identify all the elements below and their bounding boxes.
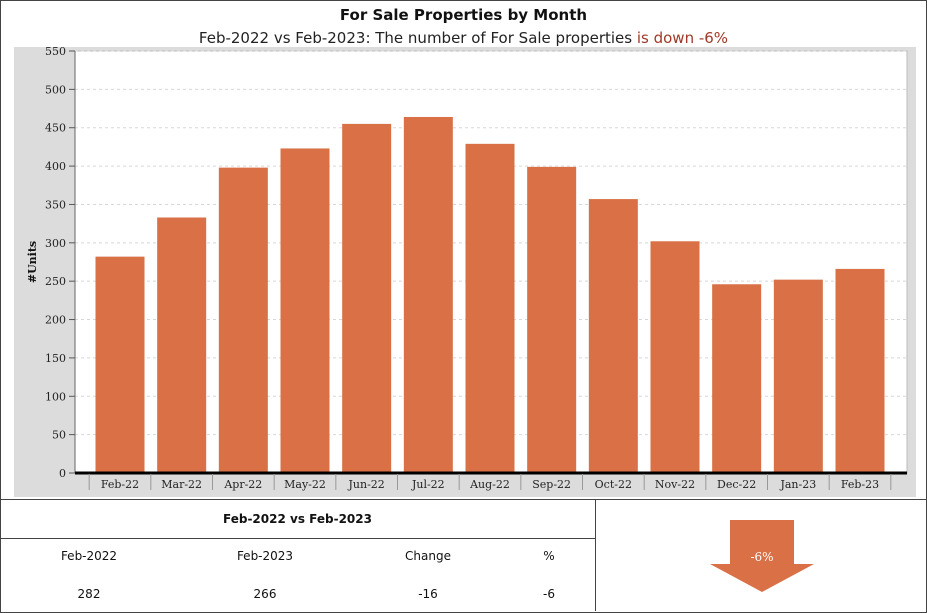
x-tick-label: Aug-22 [469,478,510,491]
bar [95,256,145,473]
bar [280,148,330,473]
col-header-feb-2022: Feb-2022 [60,549,118,563]
arrow-shape [710,520,814,592]
comparison-title: Feb-2022 vs Feb-2023 [223,512,372,526]
panel-divider [595,499,596,611]
comparison-divider [0,538,595,539]
bar [650,241,700,473]
bar [773,279,823,473]
y-tick-label: 50 [52,429,66,442]
bar [588,199,638,474]
y-tick-label: 450 [45,122,66,135]
x-tick-label: Oct-22 [595,478,632,491]
x-tick-label: Dec-22 [717,478,756,491]
y-axis-label: #Units [26,241,39,283]
x-tick-label: Jul-22 [411,478,445,491]
x-tick-label: Feb-22 [101,478,139,491]
y-tick-label: 350 [45,198,66,211]
bar [465,143,515,473]
y-tick-label: 500 [45,83,66,96]
value-change: -16 [418,587,438,601]
bar [712,284,762,473]
y-tick-label: 200 [45,314,66,327]
x-tick-label: Jun-22 [348,478,385,491]
subtitle-prefix: Feb-2022 vs Feb-2023: The number of For … [198,29,637,47]
x-tick-label: Sep-22 [532,478,571,491]
section-divider [0,499,927,500]
value-feb-2022: 282 [77,587,101,601]
y-tick-label: 300 [45,237,66,250]
bar [218,167,268,473]
x-tick-label: Feb-23 [841,478,879,491]
chart-subtitle: Feb-2022 vs Feb-2023: The number of For … [0,29,927,47]
y-tick-label: 400 [45,160,66,173]
y-tick-label: 250 [45,275,66,288]
down-arrow-icon: -6% [710,520,814,592]
y-tick-label: 100 [45,390,66,403]
y-tick-label: 0 [59,467,66,480]
col-header-percent: % [543,549,555,563]
bar [157,217,207,473]
x-tick-label: Mar-22 [161,478,202,491]
value-percent: -6 [543,587,555,601]
x-tick-label: Jan-23 [779,478,816,491]
value-feb-2023: 266 [253,587,277,601]
change-badge: -6% [750,550,773,564]
col-header-feb-2023: Feb-2023 [236,549,294,563]
subtitle-change: is down -6% [636,29,729,47]
bar [835,268,885,473]
chart-title: For Sale Properties by Month [339,6,588,24]
col-header-change: Change [405,549,451,563]
bar [527,166,577,473]
y-tick-label: 550 [45,47,66,58]
bar [403,116,453,474]
bar-chart: 0 50 100 150 200 250 300 350 400 450 500 550 #Units F… [14,47,916,497]
bar [342,123,392,474]
x-tick-label: Nov-22 [655,478,695,491]
x-tick-label: Apr-22 [223,478,262,491]
x-tick-label: May-22 [284,478,326,491]
y-tick-label: 150 [45,352,66,365]
